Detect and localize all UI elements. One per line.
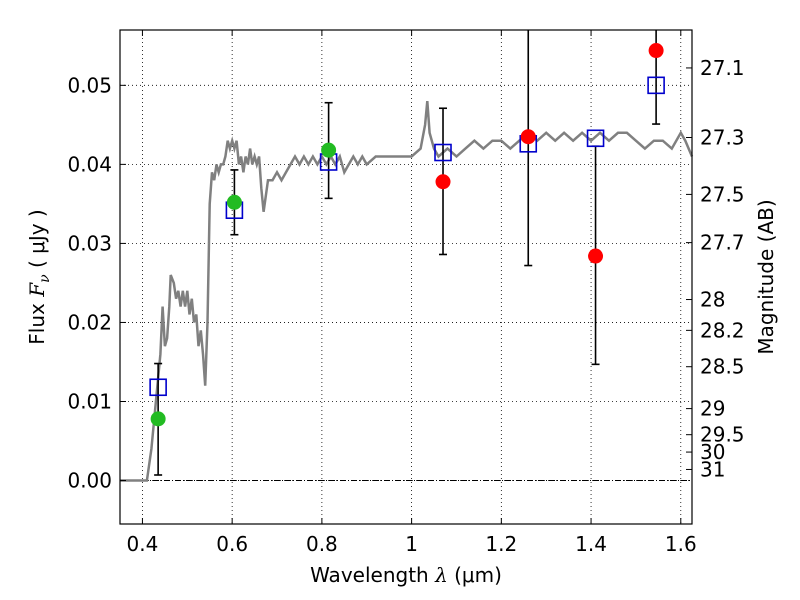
right-tick-label: 27.5 bbox=[700, 182, 745, 206]
x-tick-label: 0.4 bbox=[127, 532, 159, 556]
model-square-point bbox=[586, 129, 605, 148]
x-tick-label: 1.4 bbox=[575, 532, 607, 556]
x-tick-label: 1 bbox=[405, 532, 418, 556]
red-data-point bbox=[435, 174, 451, 190]
green-data-point bbox=[226, 194, 242, 210]
right-tick-label: 27.7 bbox=[700, 231, 745, 255]
right-axis-title: Magnitude (AB) bbox=[754, 199, 778, 354]
green-data-point bbox=[321, 142, 337, 158]
red-data-point bbox=[588, 248, 604, 264]
right-tick-label: 29.5 bbox=[700, 423, 745, 447]
axis-ticks: 0.4 0.6 0.8 1 1.2 1.4 1.6 0.00 0.01 0.02 0.03 0.04 0… bbox=[67, 30, 745, 556]
plot-background bbox=[120, 30, 692, 524]
x-tick-label: 0.8 bbox=[306, 532, 338, 556]
right-tick-label: 30 bbox=[700, 440, 725, 464]
y-tick-label: 0.01 bbox=[67, 389, 112, 413]
y-axis-title: Flux Fν ( μJy ) bbox=[25, 209, 53, 344]
right-tick-label: 28 bbox=[700, 288, 725, 312]
model-square-point bbox=[434, 143, 452, 162]
right-tick-label: 27.3 bbox=[700, 125, 745, 149]
y-tick-label: 0.04 bbox=[67, 152, 112, 176]
right-tick-label: 31 bbox=[700, 457, 725, 481]
x-tick-label: 1.2 bbox=[485, 532, 517, 556]
y-tick-label: 0.00 bbox=[67, 469, 112, 493]
green-data-point bbox=[150, 411, 166, 427]
red-data-point bbox=[520, 129, 536, 145]
right-tick-label: 28.5 bbox=[700, 355, 745, 379]
x-tick-label: 0.6 bbox=[216, 532, 248, 556]
y-tick-label: 0.02 bbox=[67, 310, 112, 334]
right-tick-label: 29 bbox=[700, 397, 725, 421]
x-axis-title: Wavelength λ (μm) bbox=[310, 563, 502, 587]
x-tick-label: 1.6 bbox=[665, 532, 697, 556]
plot-frame bbox=[119, 29, 693, 525]
y-tick-label: 0.03 bbox=[67, 231, 112, 255]
model-square-point bbox=[647, 76, 665, 95]
right-tick-label: 27.1 bbox=[700, 56, 745, 80]
y-tick-label: 0.05 bbox=[67, 73, 112, 97]
red-data-point bbox=[648, 43, 664, 59]
model-square-point bbox=[149, 378, 167, 397]
plot-area bbox=[120, 30, 694, 482]
right-tick-label: 28.2 bbox=[700, 318, 745, 342]
